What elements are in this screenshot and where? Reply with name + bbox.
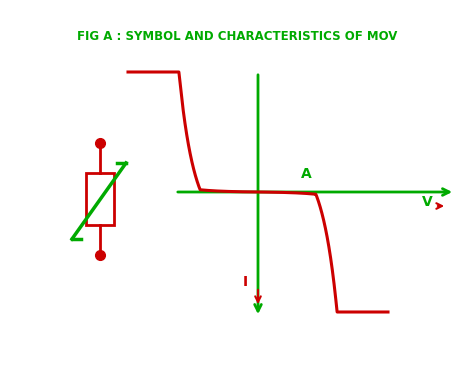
Bar (86, 173, 114, 225)
Text: V: V (422, 195, 432, 209)
Text: FIG A : SYMBOL AND CHARACTERISTICS OF MOV: FIG A : SYMBOL AND CHARACTERISTICS OF MO… (77, 30, 397, 44)
Text: A: A (301, 167, 311, 181)
Text: I: I (242, 275, 247, 289)
